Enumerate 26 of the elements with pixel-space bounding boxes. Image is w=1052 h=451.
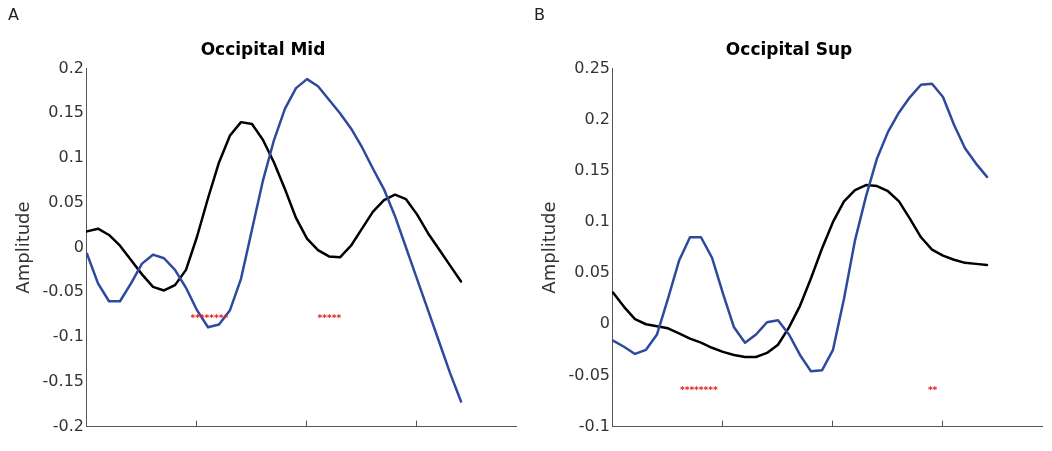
annotation: ***** (317, 313, 342, 324)
y-tick-label: 0.2 (584, 108, 610, 128)
y-tick-label: 0 (599, 313, 610, 333)
y-tick-label: -0.1 (52, 326, 84, 346)
y-tick-label: 0 (73, 236, 84, 256)
y-tick-label: 0.15 (574, 159, 610, 179)
annotation: ** (927, 385, 938, 396)
y-axis-title: Amplitude (538, 201, 560, 294)
y-tick-label: -0.2 (52, 415, 84, 435)
chart-title: Occipital Mid (200, 38, 326, 59)
y-tick-label: 0.2 (58, 57, 84, 77)
chart-title: Occipital Sup (725, 38, 853, 59)
y-tick-label: 0.15 (48, 102, 84, 122)
y-tick-label: -0.1 (578, 415, 610, 435)
y-tick-label: -0.05 (568, 364, 610, 384)
y-axis-title: Amplitude (12, 201, 34, 294)
text: A (8, 5, 19, 25)
y-tick-label: 0.05 (574, 262, 610, 282)
y-tick-label: 0.25 (574, 57, 610, 77)
y-tick-label: 0.1 (58, 147, 84, 167)
y-tick-label: 0.1 (584, 211, 610, 231)
text: B (534, 5, 545, 25)
y-tick-label: -0.15 (42, 370, 84, 390)
annotation: ******** (679, 385, 718, 396)
y-tick-label: 0.05 (48, 191, 84, 211)
y-tick-label: -0.05 (42, 281, 84, 301)
